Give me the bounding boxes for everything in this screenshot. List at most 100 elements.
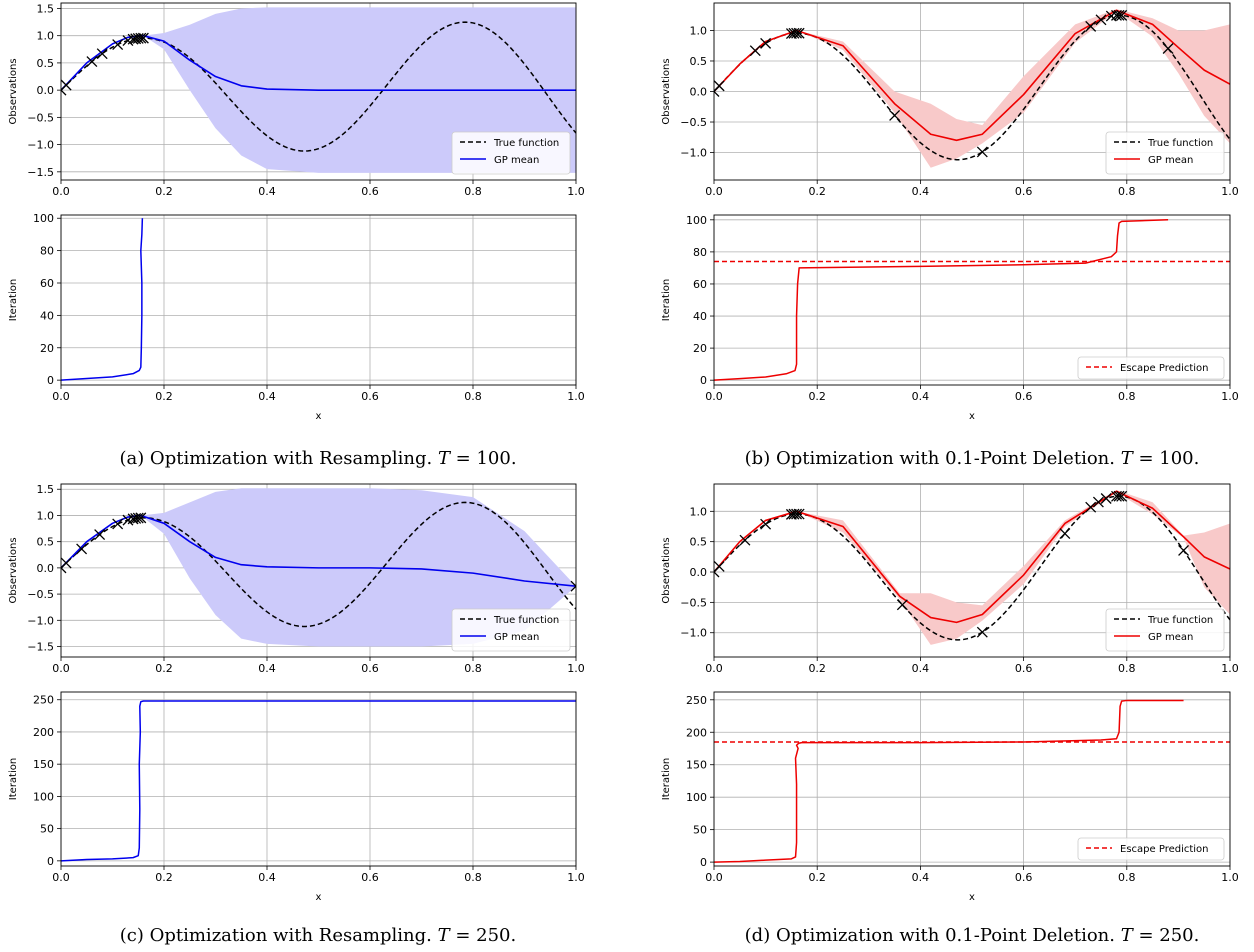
x-tick-label: 0.2 [155,390,173,403]
y-axis-label: Iteration [8,758,19,800]
sample-marker [1100,493,1112,504]
marker-stroke [1100,493,1112,504]
marker-stroke [714,560,725,572]
sample-marker [793,508,805,520]
x-tick-label: 0.0 [52,185,70,198]
legend-box [451,131,571,175]
marker-stroke [61,557,72,569]
y-tick-label: 0.5 [690,536,708,549]
y-tick-label: 100 [686,791,707,804]
y-tick-label: 40 [40,309,54,322]
x-tick-label: 1.0 [1221,871,1239,884]
sample-marker [889,110,901,121]
x-tick-label: 0.2 [155,662,173,675]
sample-marker [1113,490,1125,502]
x-tick-label: 0.4 [258,662,276,675]
x-tick-label: 1.0 [567,390,585,403]
x-tick-label: 0.4 [258,871,276,884]
sample-marker [135,512,147,524]
sample-marker [1116,9,1128,21]
x-tick-label: 0.0 [705,185,723,198]
x-tick-label: 0.8 [464,871,482,884]
x-tick-label: 0.8 [464,390,482,403]
marker-stroke [135,32,147,44]
confidence-band [714,9,1230,168]
marker-stroke [96,48,108,60]
sample-marker [135,32,147,44]
x-tick-label: 0.6 [361,871,379,884]
x-axis-label: x [316,411,322,422]
y-tick-label: 0.0 [37,562,55,575]
x-tick-label: 0.6 [1015,871,1033,884]
gp-mean-line [714,9,1230,142]
panel-a-top: 0.0 0.2 0.4 0.6 0.8 1.0 −1.5 −1.0 −0.5 0.0 0.5 1.0 1… [8,2,585,198]
axes-frame [713,214,1231,386]
x-tick-label: 0.2 [808,390,826,403]
sample-marker [61,79,72,91]
caption-variable: T [1121,448,1135,469]
sample-marker [1059,528,1071,540]
marker-stroke [1111,9,1122,21]
y-axis-label: Iteration [661,758,672,800]
y-tick-label: 1.5 [37,483,55,496]
legend-label: Escape Prediction [1120,844,1209,855]
sample-marker [132,512,144,524]
marker-stroke [788,27,800,39]
legend-label: True function [493,615,559,626]
y-tick-label: −0.5 [680,116,707,129]
marker-stroke [1113,9,1125,21]
x-tick-label: 0.8 [464,662,482,675]
marker-stroke [749,45,761,57]
x-tick-label: 0.8 [1118,185,1136,198]
caption-value: = 100. [450,448,517,469]
plot-area [61,692,576,866]
marker-stroke [1116,490,1128,502]
x-axis-label: x [969,411,975,422]
sample-marker [76,543,88,555]
sample-marker [714,560,725,572]
y-tick-label: 100 [33,212,54,225]
y-tick-label: 150 [686,759,707,772]
marker-stroke [1095,14,1107,26]
sample-marker [793,27,805,39]
y-tick-label: 0.0 [690,566,708,579]
y-tick-label: 1.5 [37,2,55,15]
marker-stroke [1113,490,1125,502]
panel-b-bottom: 0.0 0.2 0.4 0.6 0.8 1.0 0 20 40 60 80 100 Iteration x… [661,214,1239,422]
panel-b-top: 0.0 0.2 0.4 0.6 0.8 1.0 −1.0 −0.5 0.0 0.5 1.0 Obser… [661,2,1239,198]
sample-marker [791,508,803,520]
legend-label: GP mean [494,155,539,166]
x-tick-label: 1.0 [567,185,585,198]
marker-stroke [896,599,908,611]
y-tick-label: 0.0 [690,86,708,99]
sample-marker [130,512,142,524]
sample-marker [1095,14,1107,26]
sample-marker [788,508,800,520]
iteration-trace [61,218,144,381]
marker-stroke [1111,490,1122,502]
x-tick-label: 0.2 [808,662,826,675]
y-axis-label: Iteration [8,279,19,321]
marker-stroke [112,518,124,530]
marker-stroke [714,80,725,92]
legend-label: True function [1147,615,1213,626]
y-tick-label: −1.5 [27,166,54,179]
marker-stroke [130,33,142,45]
y-tick-label: 20 [693,342,707,355]
y-tick-label: 100 [686,214,707,227]
y-tick-label: 40 [693,310,707,323]
sample-marker [1113,9,1125,21]
marker-stroke [1085,20,1097,32]
caption-value: = 250. [450,925,517,946]
plot-area [714,692,1230,866]
marker-stroke [976,146,988,158]
sample-marker [61,557,72,569]
x-tick-label: 0.8 [1118,390,1136,403]
marker-stroke [739,534,751,546]
caption-variable: T [438,925,452,946]
y-tick-label: −1.0 [27,614,54,627]
legend-label: Escape Prediction [1120,363,1209,374]
true-function-line [61,501,576,628]
sample-marker [132,32,144,44]
y-tick-label: 0 [47,374,54,387]
